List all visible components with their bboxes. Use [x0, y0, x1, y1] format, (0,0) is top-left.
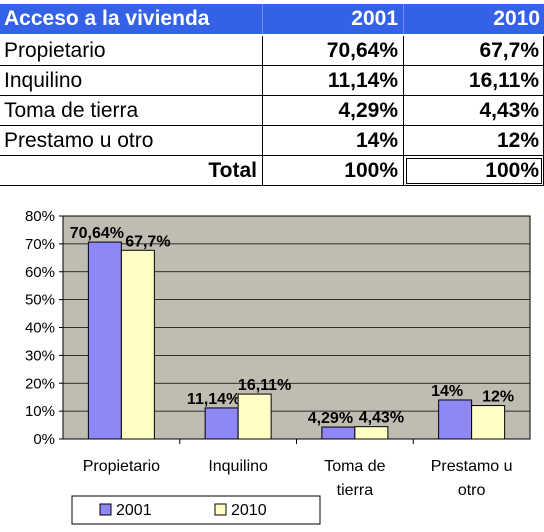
category-label: tierra: [337, 482, 374, 499]
data-label-2001: 4,29%: [308, 410, 353, 427]
row-value-2001: 4,29%: [263, 96, 404, 126]
row-value-2010: 12%: [404, 126, 544, 156]
data-label-2010: 4,43%: [359, 410, 404, 427]
category-label: Toma de: [324, 458, 385, 475]
total-value-2010: 100%: [404, 156, 544, 186]
data-label-2010: 67,7%: [125, 233, 170, 250]
bar-2010: [237, 393, 272, 440]
category-label: Prestamo u: [431, 458, 513, 475]
y-tick-label: 40%: [25, 320, 55, 337]
y-tick-label: 80%: [25, 208, 55, 225]
bar-2010: [120, 249, 155, 440]
row-value-2001: 14%: [263, 126, 404, 156]
category-label: Propietario: [83, 458, 160, 475]
data-label-2001: 14%: [431, 383, 463, 400]
bar-chart: 0% 10% 20% 30% 40% 50% 60% 70% 80% 70,64% 67,7% Pro…: [25, 208, 531, 525]
legend-swatch-2001: [99, 503, 112, 516]
y-tick-label: 30%: [25, 347, 55, 364]
total-label: Total: [0, 156, 263, 186]
table-total-row: Total 100% 100%: [0, 156, 544, 186]
row-label: Inquilino: [0, 66, 263, 96]
table-row: Prestamo u otro 14% 12%: [0, 126, 544, 156]
row-label: Propietario: [0, 36, 263, 66]
y-tick-label: 0%: [33, 431, 55, 448]
y-tick-label: 20%: [25, 375, 55, 392]
legend-swatch-2010: [214, 503, 227, 516]
bar-2001: [438, 399, 473, 440]
data-label-2001: 11,14%: [187, 391, 240, 408]
data-label-2001: 70,64%: [70, 225, 124, 242]
row-value-2001: 70,64%: [263, 36, 404, 66]
bar-2001: [204, 407, 239, 440]
row-value-2001: 11,14%: [263, 66, 404, 96]
category-label: otro: [458, 482, 486, 499]
data-table: Acceso a la vivienda 2001 2010 Propietar…: [0, 4, 544, 186]
total-value-2001: 100%: [263, 156, 404, 186]
row-value-2010: 4,43%: [404, 96, 544, 126]
row-value-2010: 67,7%: [404, 36, 544, 66]
table-row: Toma de tierra 4,29% 4,43%: [0, 96, 544, 126]
row-label: Prestamo u otro: [0, 126, 263, 156]
y-tick-label: 70%: [25, 236, 55, 253]
header-label: Acceso a la vivienda: [0, 4, 263, 34]
header-year-2010: 2010: [404, 4, 544, 34]
header-year-2001: 2001: [263, 4, 404, 34]
y-tick-label: 60%: [25, 264, 55, 281]
legend-label-2001: 2001: [116, 502, 152, 519]
bar-2010: [354, 426, 389, 440]
data-label-2010: 12%: [482, 389, 514, 406]
table-row: Inquilino 11,14% 16,11%: [0, 66, 544, 96]
category-label: Inquilino: [208, 458, 268, 475]
y-tick-label: 50%: [25, 292, 55, 309]
data-label-2010: 16,11%: [238, 377, 291, 394]
row-label: Toma de tierra: [0, 96, 263, 126]
bar-2001: [87, 241, 122, 440]
table-row: Propietario 70,64% 67,7%: [0, 36, 544, 66]
legend-box: [71, 495, 321, 525]
bar-2010: [471, 405, 506, 440]
row-value-2010: 16,11%: [404, 66, 544, 96]
bar-2001: [321, 426, 356, 440]
table-header-row: Acceso a la vivienda 2001 2010: [0, 4, 544, 34]
y-tick-label: 10%: [25, 403, 55, 420]
legend-label-2010: 2010: [231, 502, 267, 519]
